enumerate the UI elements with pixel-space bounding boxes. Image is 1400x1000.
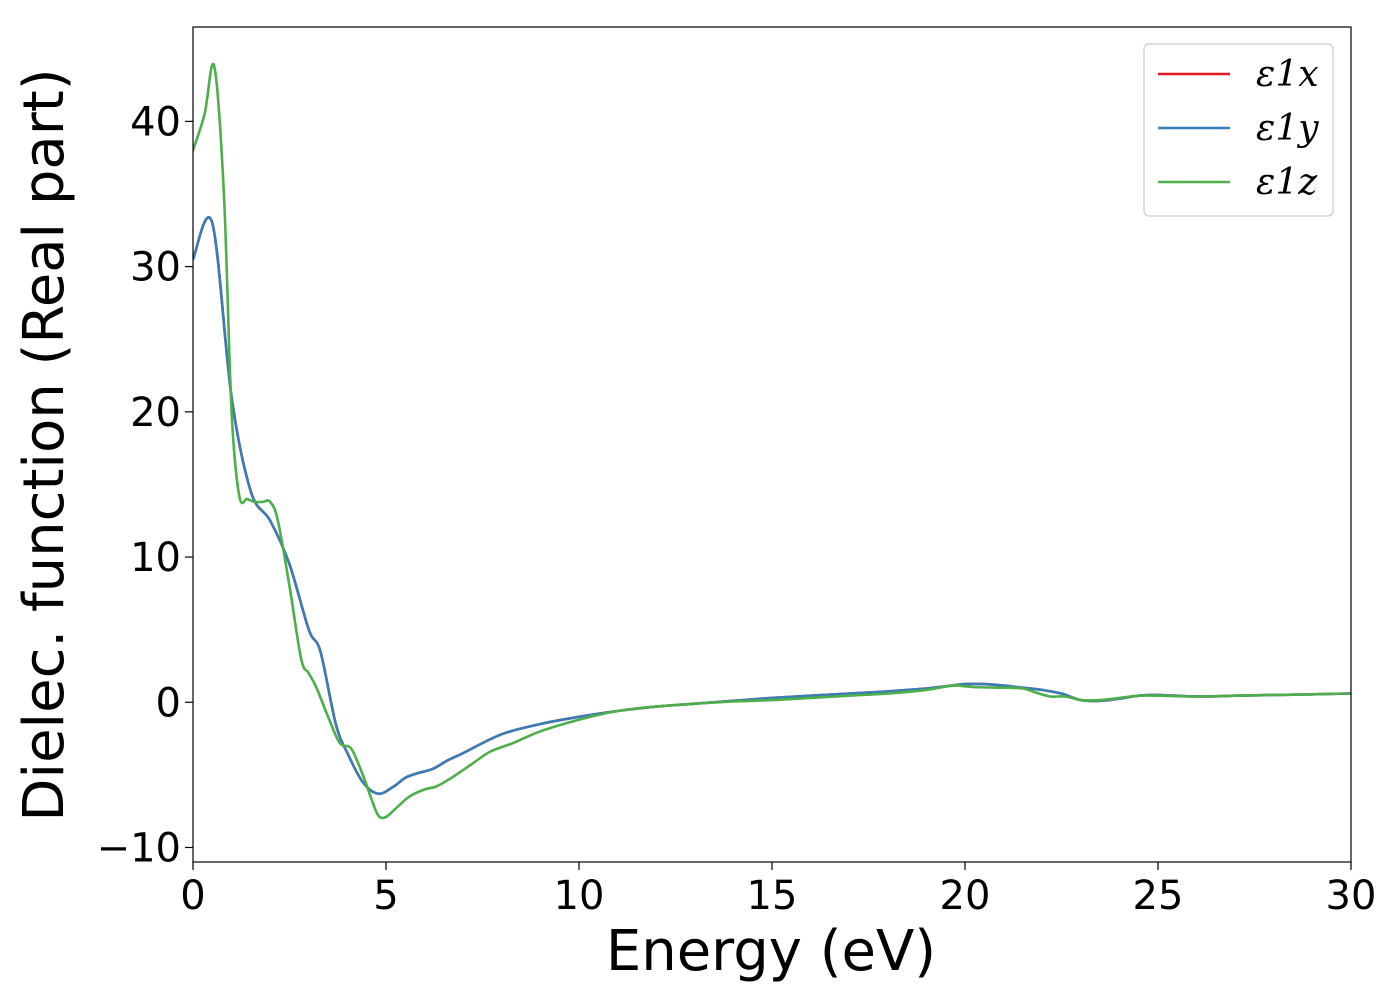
- y-tick-label: −10: [97, 825, 181, 871]
- x-axis-ticks: 0 5 10 15 20 25 30: [180, 862, 1376, 919]
- x-tick-label: 0: [180, 873, 205, 919]
- legend-label: ε1x: [1256, 54, 1319, 95]
- y-tick-label: 10: [130, 535, 181, 581]
- y-tick-label: 20: [130, 390, 181, 436]
- x-tick-label: 30: [1326, 873, 1377, 919]
- plot-lines: [193, 62, 1351, 820]
- x-axis-label: Energy (eV): [606, 919, 936, 984]
- y-axis-label: Dielec. function (Real part): [12, 68, 77, 821]
- legend: ε1x ε1y ε1z: [1143, 43, 1334, 217]
- legend-label: ε1z: [1256, 162, 1318, 203]
- legend-box: [1143, 43, 1334, 217]
- legend-label: ε1y: [1256, 108, 1319, 149]
- y-tick-label: 30: [130, 245, 181, 291]
- y-axis-ticks: −10 0 10 20 30 40: [97, 99, 193, 871]
- x-tick-label: 20: [940, 873, 991, 919]
- y-tick-label: 0: [156, 680, 181, 726]
- x-tick-label: 5: [373, 873, 398, 919]
- x-tick-label: 10: [554, 873, 605, 919]
- x-tick-label: 15: [747, 873, 798, 919]
- y-tick-label: 40: [130, 99, 181, 145]
- series-line-3: [193, 62, 1351, 820]
- x-tick-label: 25: [1133, 873, 1184, 919]
